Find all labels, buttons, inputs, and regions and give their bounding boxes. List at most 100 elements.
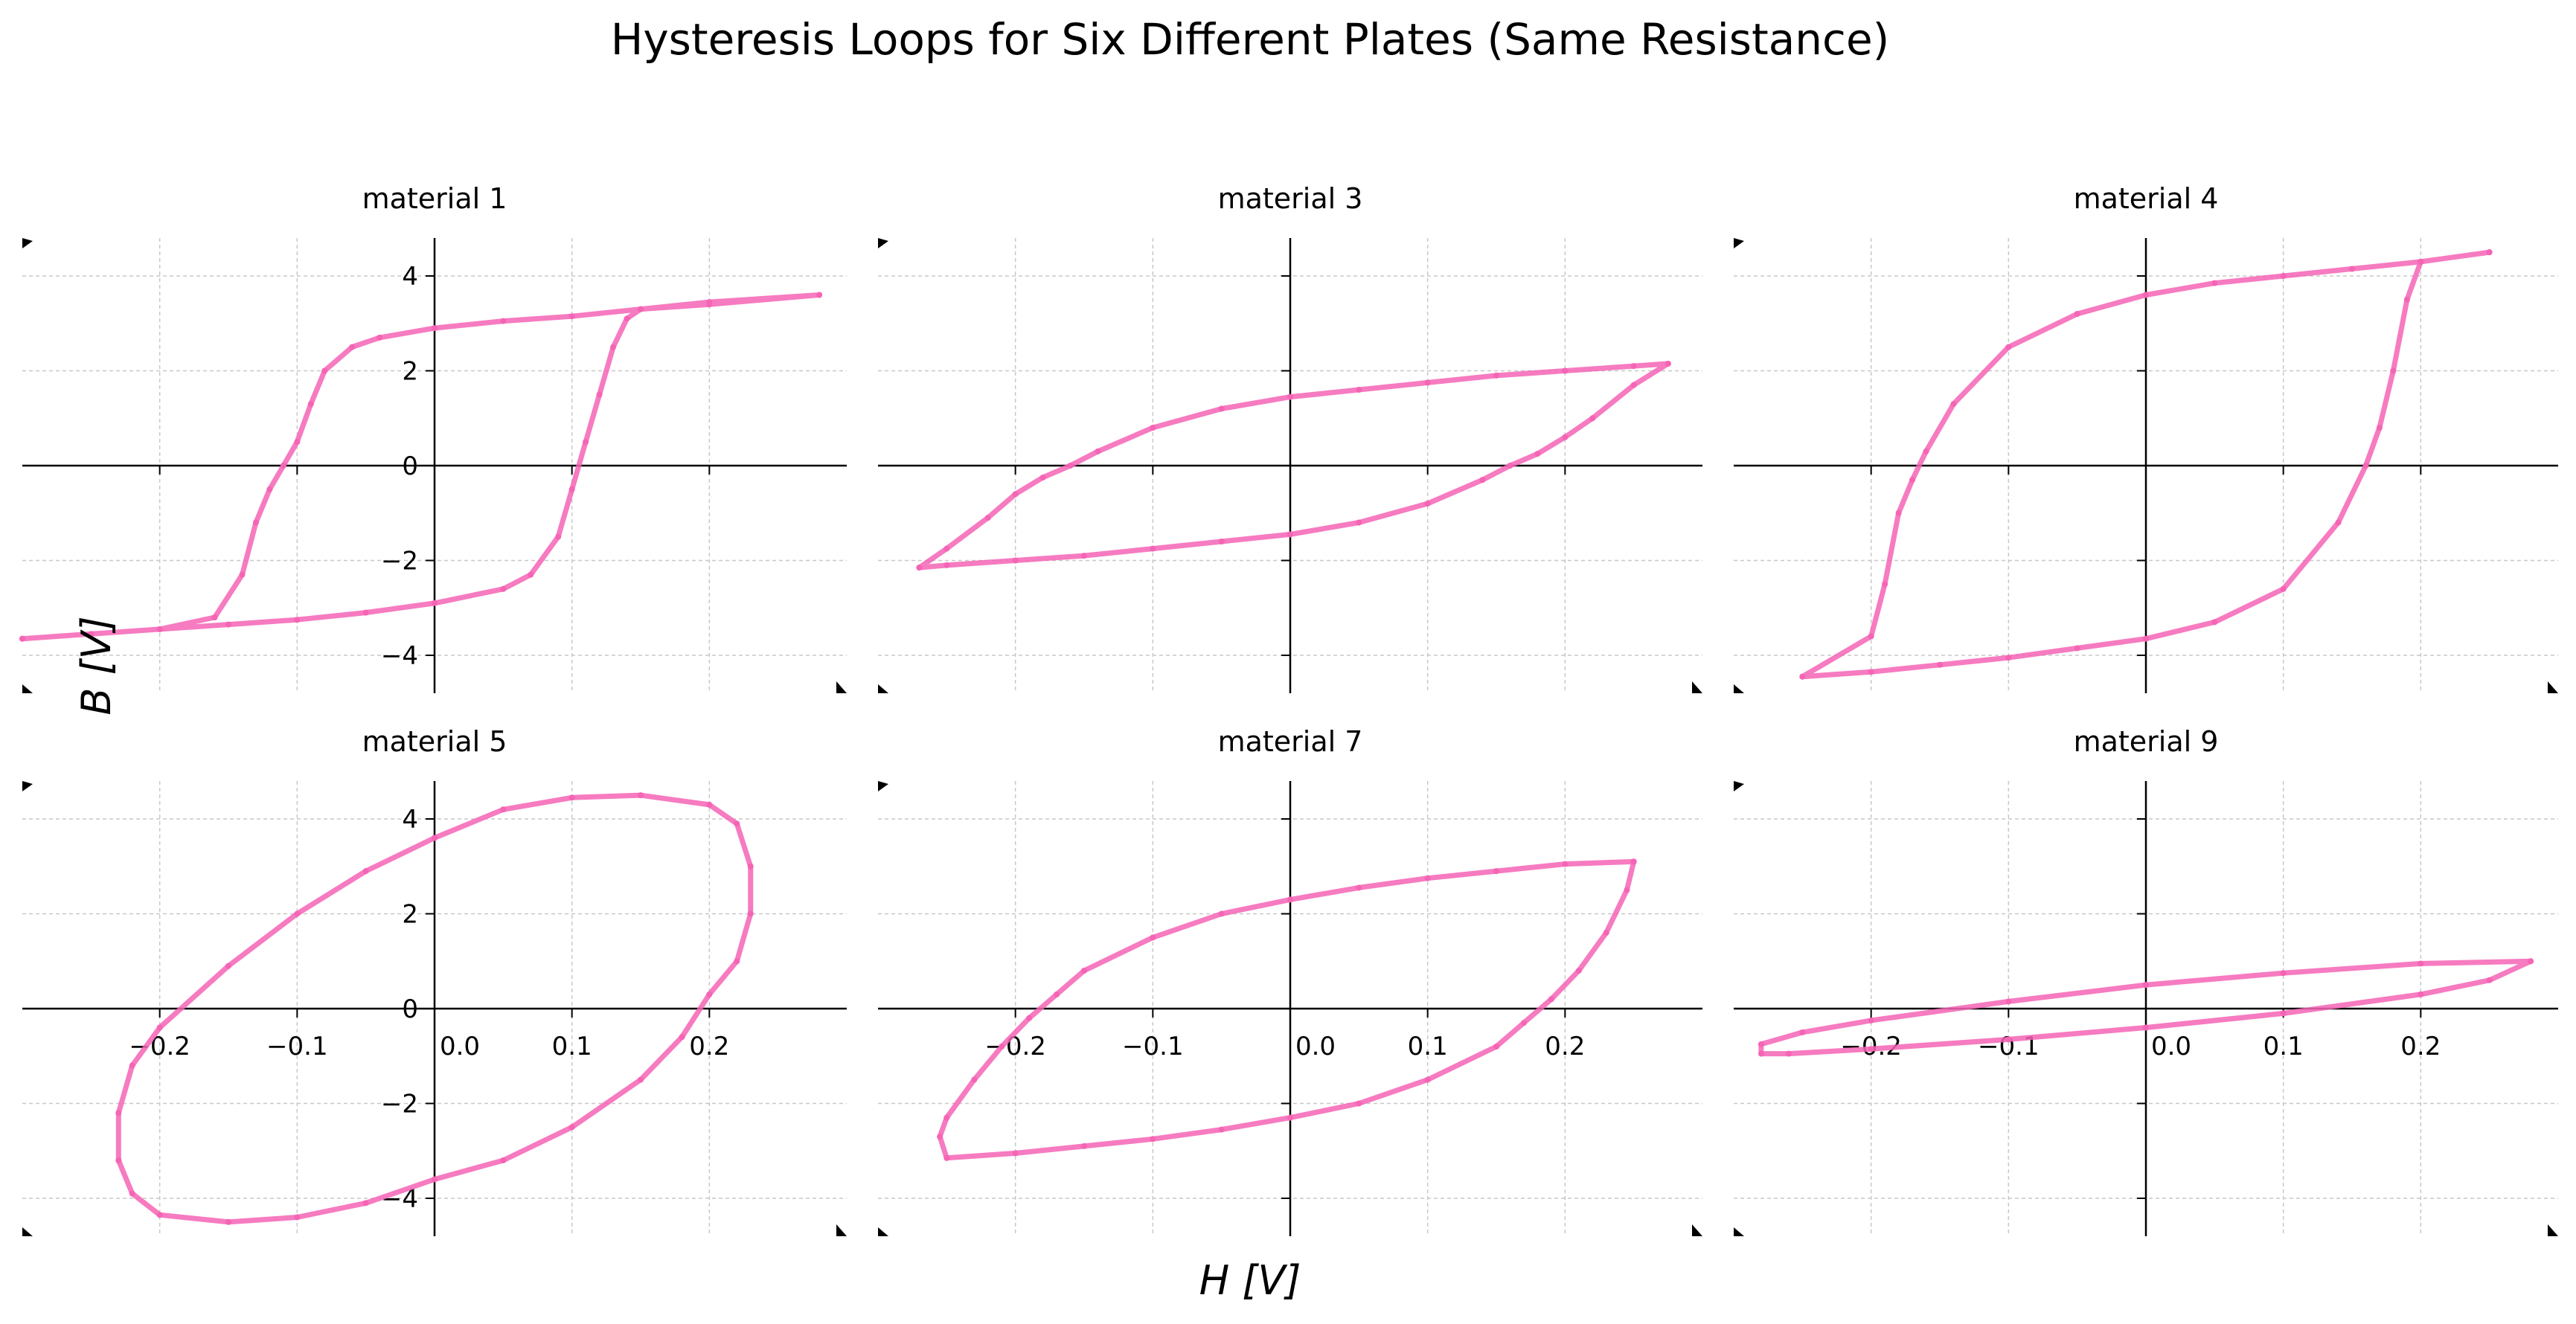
y-tick-label: −4 [381, 641, 418, 671]
data-point [1081, 968, 1087, 974]
data-point [129, 1062, 135, 1069]
data-point [2143, 635, 2149, 642]
figure-title: Hysteresis Loops for Six Different Plate… [611, 14, 1890, 65]
data-point [734, 958, 740, 965]
panel-title: material 3 [1218, 182, 1363, 215]
x-axis-label: H [V] [1199, 1257, 1301, 1304]
y-tick-label: 0 [402, 451, 418, 481]
data-point [1630, 363, 1637, 370]
data-point [2528, 958, 2534, 965]
corner-marker [878, 781, 888, 791]
data-point [610, 344, 617, 350]
data-point [252, 519, 259, 526]
data-point [156, 1024, 163, 1031]
data-point [568, 486, 575, 492]
data-point [1479, 477, 1486, 483]
data-point [2074, 645, 2080, 652]
corner-marker [1734, 684, 1744, 693]
corner-marker [1692, 681, 1702, 693]
x-tick-label: 0.2 [2400, 1032, 2441, 1061]
data-point [115, 1157, 122, 1163]
data-point [432, 1176, 438, 1183]
data-point [1026, 1015, 1033, 1021]
y-tick-label: 0 [402, 994, 418, 1024]
data-point [1150, 545, 1156, 552]
data-point [1534, 451, 1541, 457]
data-point [1785, 1050, 1792, 1057]
corner-marker [878, 684, 888, 693]
data-point [943, 1114, 950, 1121]
data-point [1520, 1020, 1527, 1026]
data-point [377, 334, 383, 341]
panel-title: material 9 [2074, 725, 2219, 758]
y-axis-label: B [V] [73, 616, 120, 715]
data-point [1012, 557, 1019, 564]
data-point [943, 545, 950, 552]
data-point [1012, 1150, 1019, 1157]
data-point [816, 292, 823, 298]
data-point [2143, 1024, 2149, 1031]
data-point [1095, 448, 1101, 454]
data-point [500, 585, 507, 592]
data-point [294, 1214, 301, 1221]
data-point [156, 626, 163, 632]
corner-marker [2548, 681, 2558, 693]
data-point [432, 835, 438, 841]
corner-marker [1692, 1224, 1702, 1236]
data-point [1799, 673, 1806, 680]
data-point [500, 1157, 507, 1163]
panel-3: material 4 [1734, 182, 2558, 693]
data-point [1630, 382, 1637, 388]
panel-title: material 4 [2074, 182, 2219, 215]
data-point [943, 1154, 950, 1161]
data-point [747, 863, 754, 870]
corner-marker [1734, 238, 1744, 248]
x-tick-label: −0.1 [266, 1032, 328, 1061]
y-tick-label: 4 [402, 805, 418, 835]
data-point [747, 910, 754, 917]
data-point [1493, 372, 1499, 379]
corner-marker [22, 1227, 33, 1236]
data-point [266, 486, 273, 492]
data-point [2403, 296, 2410, 303]
data-point [500, 806, 507, 813]
data-point [2349, 266, 2355, 272]
y-tick-label: −2 [381, 547, 418, 576]
y-tick-label: 2 [402, 357, 418, 387]
data-point [1218, 1126, 1225, 1133]
data-point [1562, 367, 1569, 374]
data-point [500, 318, 507, 324]
data-point [2486, 977, 2493, 983]
data-point [432, 600, 438, 606]
corner-marker [1734, 781, 1744, 791]
corner-marker [878, 1227, 888, 1236]
data-point [129, 1190, 135, 1197]
x-tick-label: 0.1 [1408, 1032, 1448, 1061]
data-point [1909, 477, 1916, 483]
data-point [1150, 425, 1156, 431]
corner-marker [22, 684, 33, 693]
data-point [2005, 998, 2012, 1005]
data-point [362, 609, 369, 616]
data-point [583, 439, 589, 446]
data-point [1424, 501, 1431, 507]
data-point [638, 306, 644, 312]
data-point [1624, 887, 1630, 893]
data-point [984, 515, 991, 521]
panel-5: material 7−0.2 −0.1 0.0 0.1 0.2 [878, 725, 1702, 1236]
data-point [1287, 393, 1293, 400]
data-point [2376, 425, 2383, 431]
loop-line [19, 292, 822, 642]
data-point [1356, 387, 1362, 393]
data-point [1081, 553, 1087, 559]
data-point [362, 868, 369, 875]
data-point [2005, 344, 2012, 350]
corner-marker [2548, 1224, 2558, 1236]
corner-marker [22, 781, 33, 791]
data-point [156, 1212, 163, 1218]
data-point [1665, 360, 1671, 367]
data-point [706, 991, 713, 997]
x-tick-label: 0.0 [2151, 1032, 2191, 1061]
loop-line [937, 858, 1637, 1161]
